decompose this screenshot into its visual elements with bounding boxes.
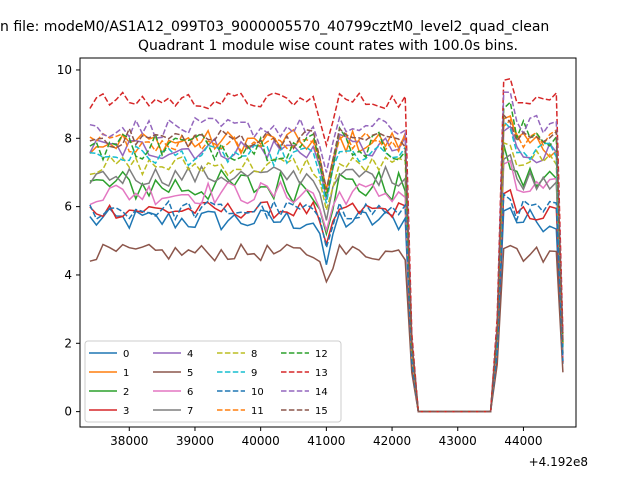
legend-label-13: 13	[315, 368, 328, 379]
y-tick-label: 10	[57, 63, 72, 77]
series-line-5	[89, 242, 564, 413]
legend-label-10: 10	[251, 387, 264, 398]
legend-label-6: 6	[187, 387, 193, 398]
legend-label-5: 5	[187, 368, 193, 379]
legend-label-15: 15	[315, 406, 328, 417]
series-line-10	[89, 192, 564, 413]
x-tick-label: 38000	[110, 434, 148, 448]
x-tick-label: 39000	[176, 434, 214, 448]
legend-label-0: 0	[123, 349, 129, 360]
chart-title: Quadrant 1 module wise count rates with …	[138, 38, 518, 54]
x-tick-label: 43000	[439, 434, 477, 448]
legend-label-9: 9	[251, 368, 257, 379]
y-tick-label: 8	[64, 131, 72, 145]
y-tick-label: 6	[64, 200, 72, 214]
series-line-13	[89, 77, 564, 413]
plot-area	[89, 77, 564, 413]
series-line-14	[89, 91, 564, 413]
legend-label-4: 4	[187, 349, 193, 360]
legend-label-2: 2	[123, 387, 129, 398]
legend-label-11: 11	[251, 406, 264, 417]
y-tick-label: 4	[64, 268, 72, 282]
legend-label-7: 7	[187, 406, 193, 417]
x-tick-label: 42000	[373, 434, 411, 448]
legend-box	[84, 340, 342, 423]
x-tick-label: 44000	[504, 434, 542, 448]
legend-label-1: 1	[123, 368, 129, 379]
axes-frame	[79, 57, 577, 428]
legend-label-12: 12	[315, 349, 328, 360]
x-tick-label: 41000	[307, 434, 345, 448]
y-axis: 0 2 4 6 8 10	[57, 63, 80, 419]
series-layer	[89, 77, 564, 413]
legend-label-3: 3	[123, 406, 129, 417]
x-axis: 38000 39000 40000 41000 42000 43000 44000	[110, 427, 543, 448]
y-tick-label: 2	[64, 336, 72, 350]
legend-label-8: 8	[251, 349, 257, 360]
figure-suptitle: n file: modeM0/AS1A12_099T03_9000005570_…	[0, 19, 549, 35]
legend-label-14: 14	[315, 387, 328, 398]
y-tick-label: 0	[64, 405, 72, 419]
x-offset-text: +4.192e8	[529, 455, 588, 469]
x-tick-label: 40000	[242, 434, 280, 448]
series-line-15	[89, 113, 564, 413]
